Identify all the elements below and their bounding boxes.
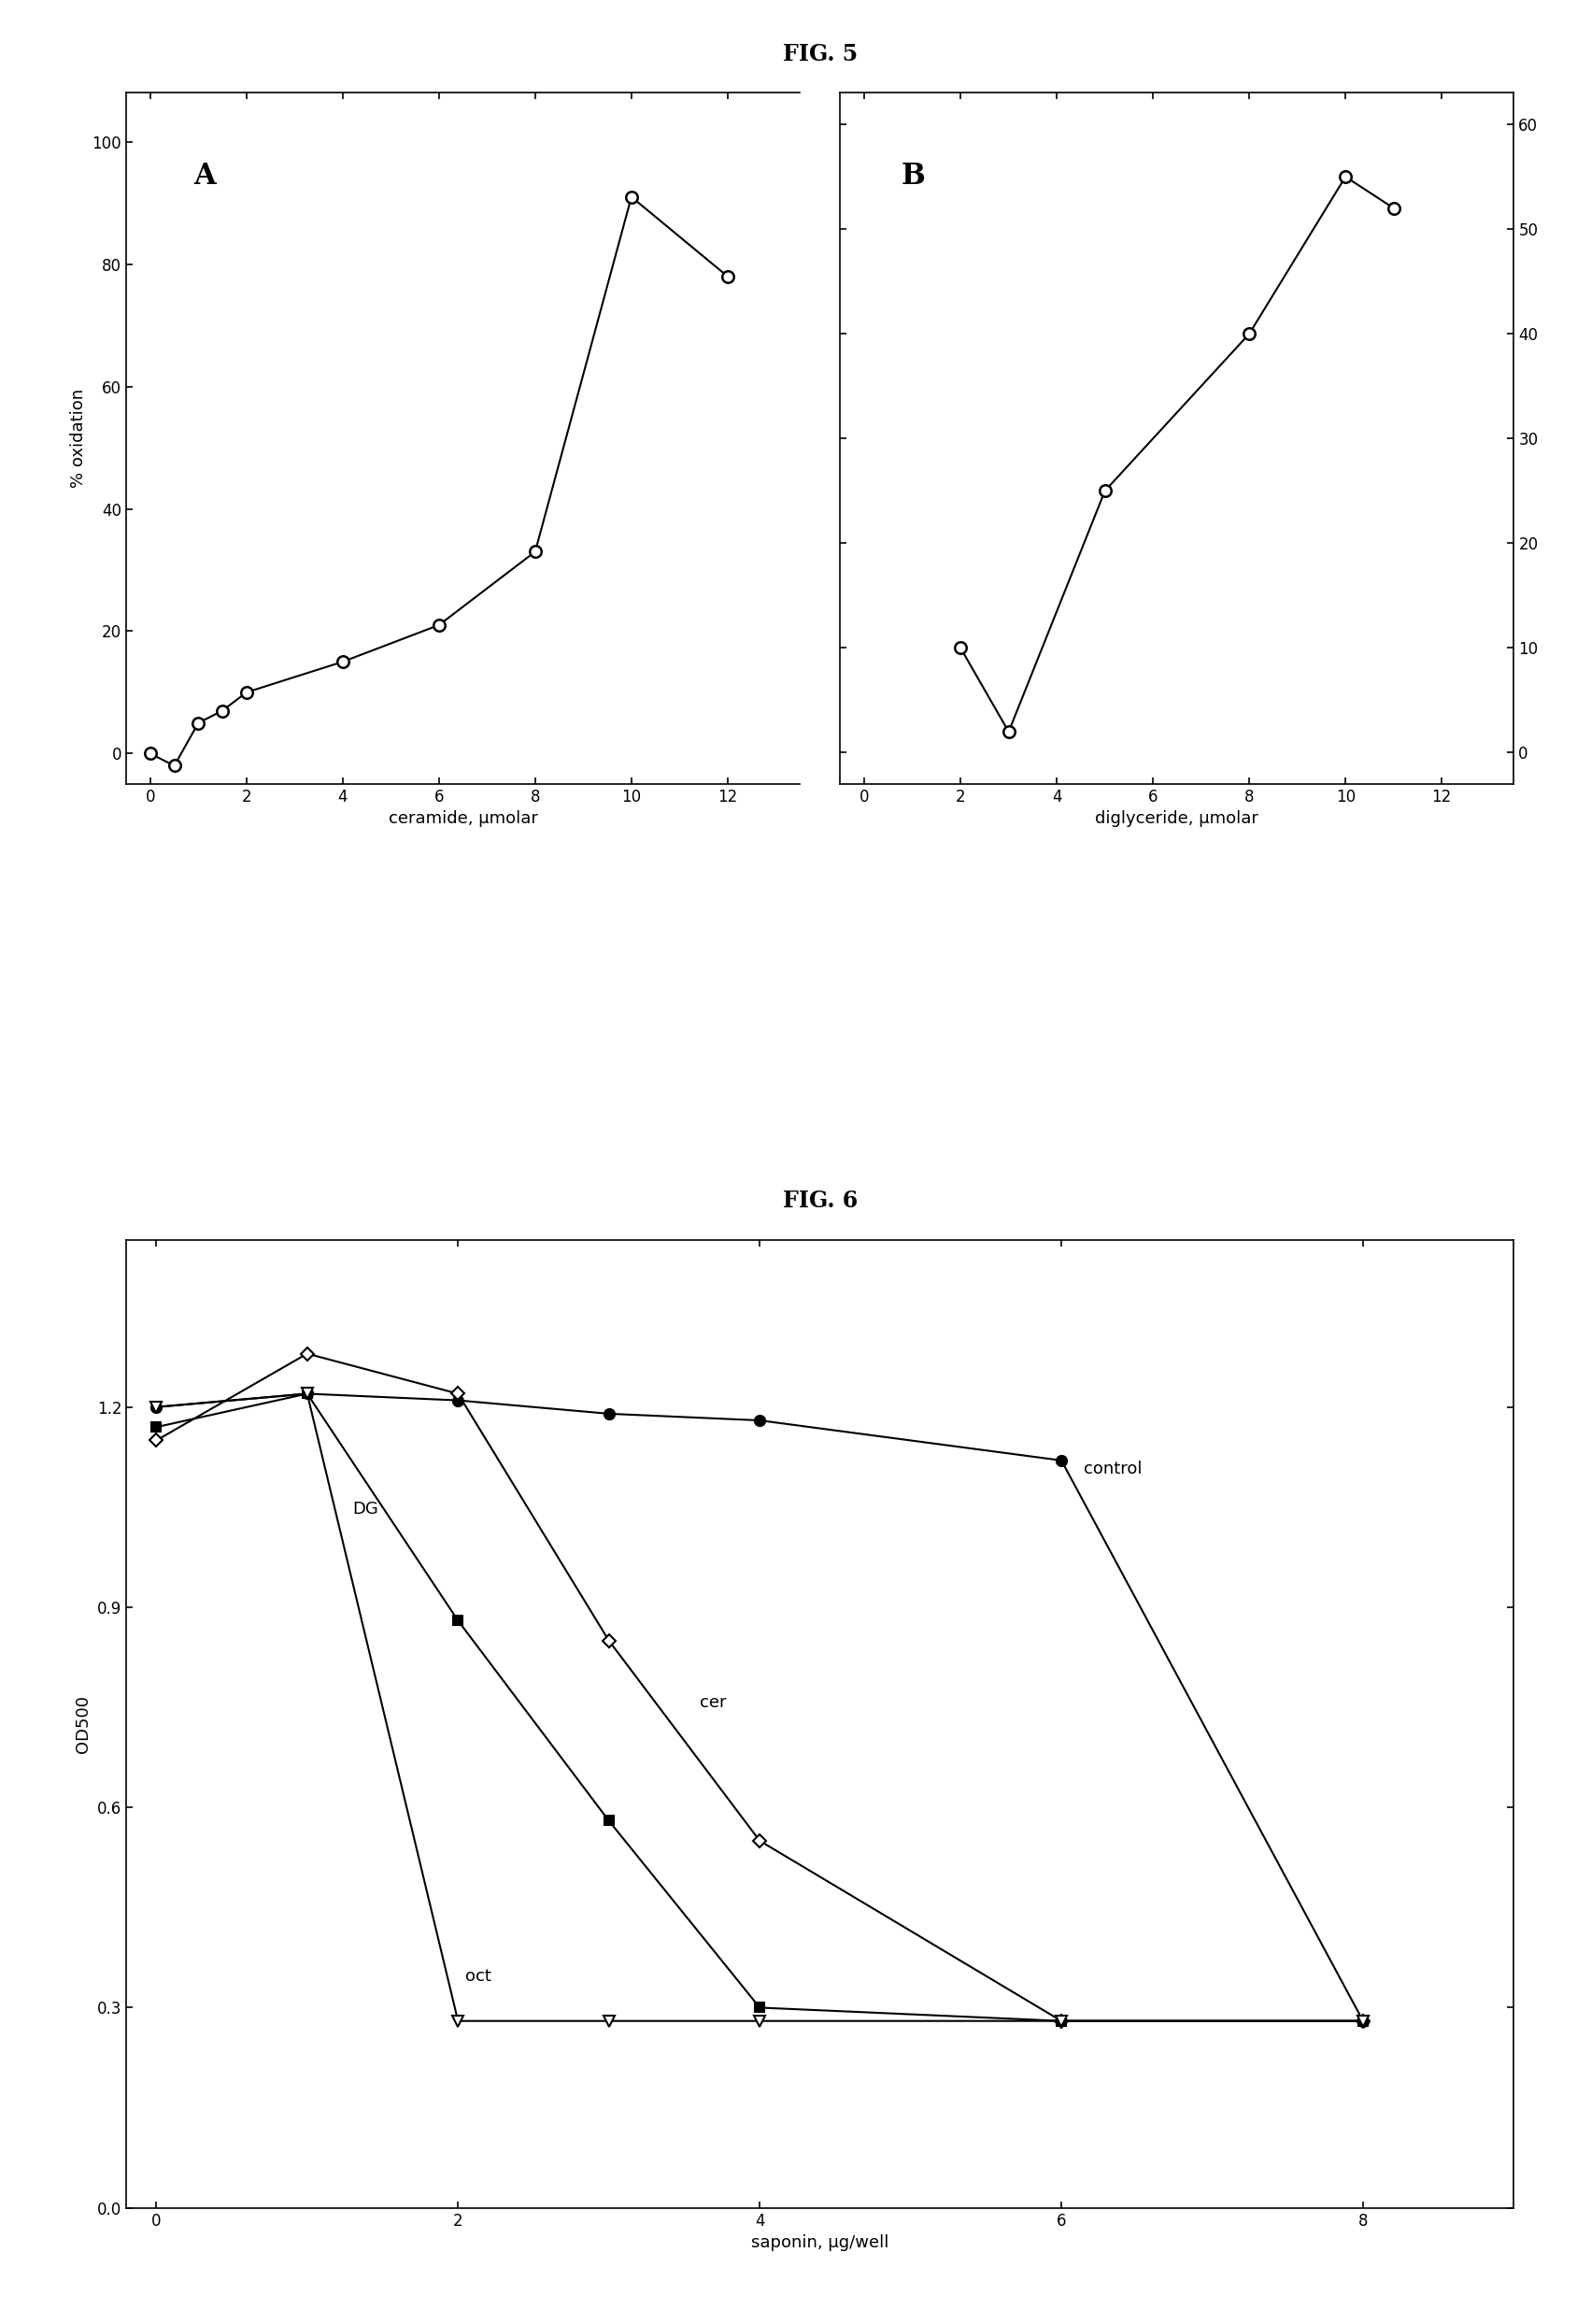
Text: cer: cer <box>699 1694 725 1710</box>
Y-axis label: OD500: OD500 <box>74 1694 91 1752</box>
X-axis label: ceramide, μmolar: ceramide, μmolar <box>388 811 538 827</box>
X-axis label: diglyceride, μmolar: diglyceride, μmolar <box>1096 811 1258 827</box>
Text: B: B <box>900 163 926 191</box>
Y-axis label: % oxidation: % oxidation <box>69 388 87 488</box>
Text: FIG. 5: FIG. 5 <box>782 42 858 65</box>
X-axis label: saponin, μg/well: saponin, μg/well <box>751 2233 889 2252</box>
Text: FIG. 6: FIG. 6 <box>782 1190 858 1213</box>
Text: A: A <box>194 163 216 191</box>
Text: DG: DG <box>352 1501 378 1518</box>
Text: control: control <box>1083 1462 1142 1478</box>
Text: oct: oct <box>465 1968 492 1985</box>
